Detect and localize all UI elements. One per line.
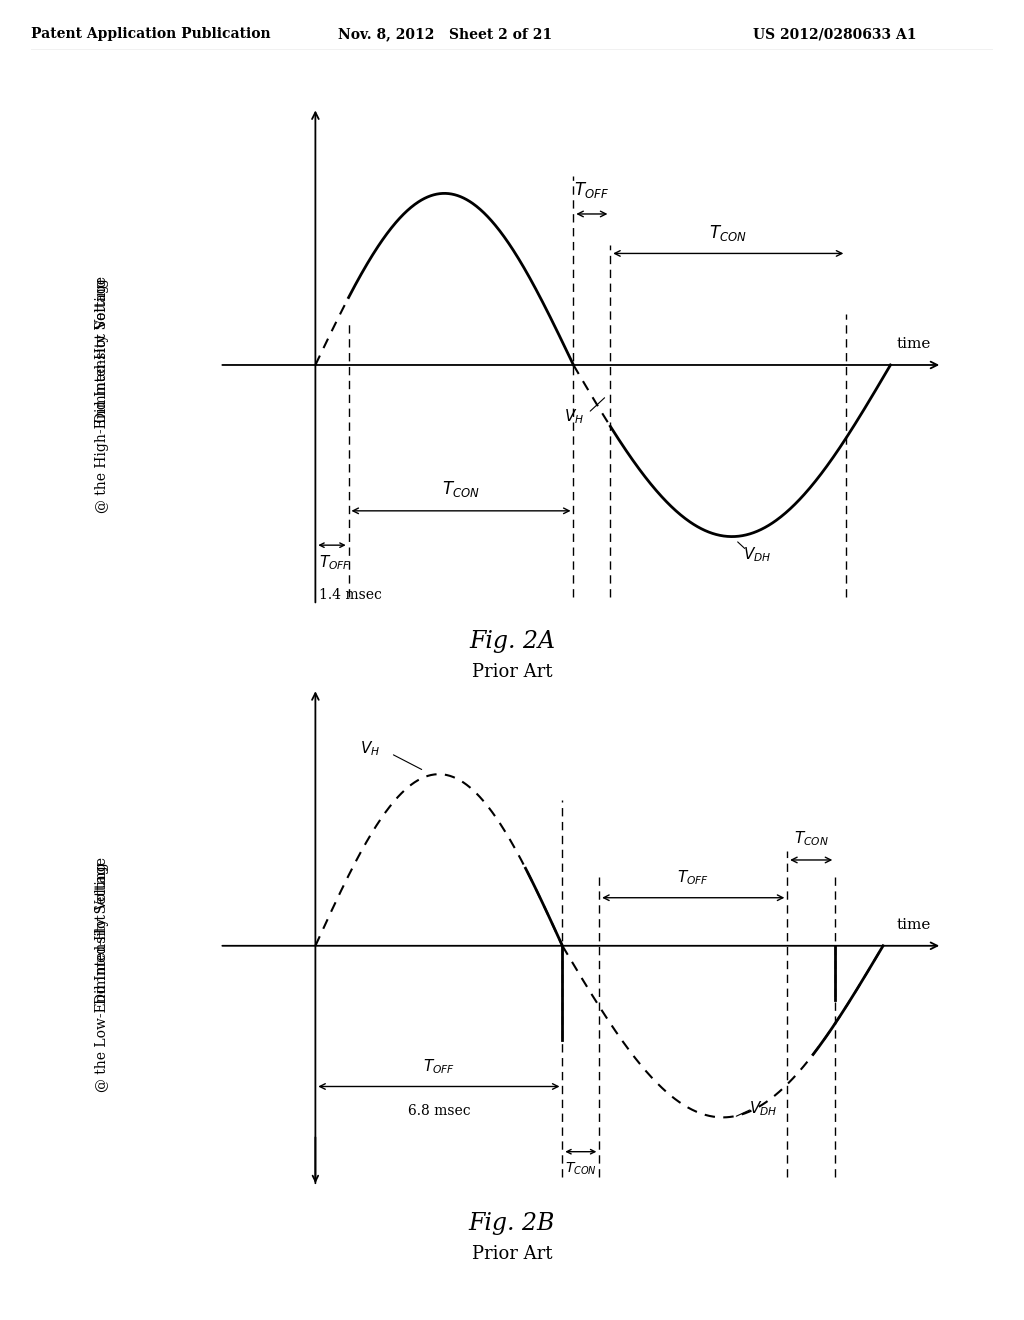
Text: time: time — [897, 337, 931, 351]
Text: $T_{OFF}$: $T_{OFF}$ — [423, 1057, 455, 1076]
Text: Fig. 2B: Fig. 2B — [469, 1212, 555, 1234]
Text: $T_{CON}$: $T_{CON}$ — [710, 223, 748, 243]
Text: @ the High-End Intensity Setting: @ the High-End Intensity Setting — [95, 279, 110, 513]
Text: Nov. 8, 2012   Sheet 2 of 21: Nov. 8, 2012 Sheet 2 of 21 — [338, 28, 552, 41]
Text: $T_{CON}$: $T_{CON}$ — [794, 829, 828, 847]
Text: Dimmed-Hot Voltage: Dimmed-Hot Voltage — [95, 857, 110, 1005]
Text: 6.8 msec: 6.8 msec — [408, 1104, 470, 1118]
Text: $V_H$: $V_H$ — [564, 407, 585, 426]
Text: $T_{OFF}$: $T_{OFF}$ — [677, 869, 710, 887]
Text: Prior Art: Prior Art — [472, 1245, 552, 1263]
Text: @ the Low-End Intensity Setting: @ the Low-End Intensity Setting — [95, 862, 110, 1092]
Text: Dimmed-Hot Voltage: Dimmed-Hot Voltage — [95, 276, 110, 424]
Text: $T_{CON}$: $T_{CON}$ — [442, 479, 480, 499]
Text: $T_{OFF}$: $T_{OFF}$ — [574, 181, 609, 201]
Text: $V_{DH}$: $V_{DH}$ — [749, 1100, 777, 1118]
Text: US 2012/0280633 A1: US 2012/0280633 A1 — [753, 28, 916, 41]
Text: $T_{OFF}$: $T_{OFF}$ — [319, 554, 351, 573]
Text: time: time — [897, 917, 931, 932]
Text: Fig. 2A: Fig. 2A — [469, 630, 555, 652]
Text: Patent Application Publication: Patent Application Publication — [31, 28, 270, 41]
Text: $V_{DH}$: $V_{DH}$ — [743, 545, 771, 564]
Text: $V_H$: $V_H$ — [359, 739, 380, 758]
Text: $T_{CON}$: $T_{CON}$ — [565, 1160, 597, 1176]
Text: Prior Art: Prior Art — [472, 663, 552, 681]
Text: 1.4 msec: 1.4 msec — [319, 589, 382, 602]
